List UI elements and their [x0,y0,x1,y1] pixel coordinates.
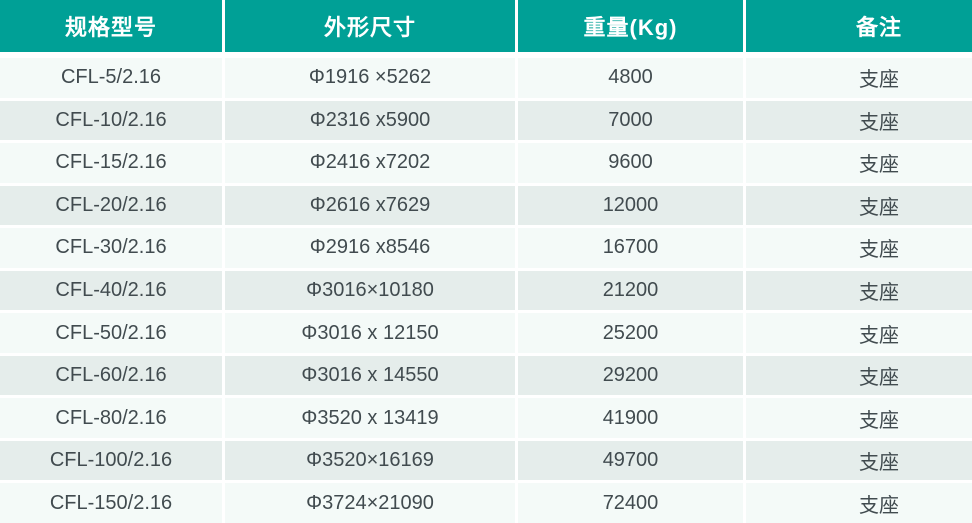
cell-remark: 支座 [746,483,972,523]
cell-weight: 25200 [518,313,743,353]
cell-remark: 支座 [746,100,972,141]
cell-remark: 支座 [746,228,972,268]
cell-remark: 支座 [746,143,972,183]
column-header-model: 规格型号 [0,0,222,52]
column-header-remark: 备注 [746,0,972,52]
cell-weight: 4800 [518,58,743,98]
cell-dimensions: Φ3724×21090 [225,483,515,523]
cell-weight: 41900 [518,398,743,438]
column-header-weight: 重量(Kg) [518,0,743,52]
cell-weight: 16700 [518,228,743,268]
cell-remark: 支座 [746,313,972,353]
cell-model: CFL-20/2.16 [0,185,222,226]
cell-model: CFL-100/2.16 [0,440,222,481]
cell-weight: 49700 [518,440,743,481]
cell-dimensions: Φ2916 x8546 [225,228,515,268]
cell-remark: 支座 [746,270,972,311]
cell-dimensions: Φ2416 x7202 [225,143,515,183]
cell-dimensions: Φ3520 x 13419 [225,398,515,438]
cell-weight: 7000 [518,100,743,141]
table-body: CFL-5/2.16 Φ1916 ×5262 4800 支座 CFL-10/2.… [0,58,972,523]
cell-dimensions: Φ2316 x5900 [225,100,515,141]
cell-dimensions: Φ3016 x 12150 [225,313,515,353]
cell-model: CFL-150/2.16 [0,483,222,523]
cell-model: CFL-5/2.16 [0,58,222,98]
column-header-dimensions: 外形尺寸 [225,0,515,52]
cell-remark: 支座 [746,58,972,98]
cell-model: CFL-40/2.16 [0,270,222,311]
cell-weight: 72400 [518,483,743,523]
cell-weight: 9600 [518,143,743,183]
cell-remark: 支座 [746,398,972,438]
cell-dimensions: Φ3016 x 14550 [225,355,515,396]
cell-dimensions: Φ3520×16169 [225,440,515,481]
cell-weight: 21200 [518,270,743,311]
cell-dimensions: Φ2616 x7629 [225,185,515,226]
cell-weight: 12000 [518,185,743,226]
cell-weight: 29200 [518,355,743,396]
cell-dimensions: Φ1916 ×5262 [225,58,515,98]
cell-model: CFL-15/2.16 [0,143,222,183]
cell-remark: 支座 [746,355,972,396]
cell-model: CFL-60/2.16 [0,355,222,396]
cell-model: CFL-30/2.16 [0,228,222,268]
cell-dimensions: Φ3016×10180 [225,270,515,311]
cell-remark: 支座 [746,185,972,226]
table-header-row: 规格型号 外形尺寸 重量(Kg) 备注 [0,0,972,52]
cell-model: CFL-50/2.16 [0,313,222,353]
cell-model: CFL-10/2.16 [0,100,222,141]
cell-remark: 支座 [746,440,972,481]
cell-model: CFL-80/2.16 [0,398,222,438]
